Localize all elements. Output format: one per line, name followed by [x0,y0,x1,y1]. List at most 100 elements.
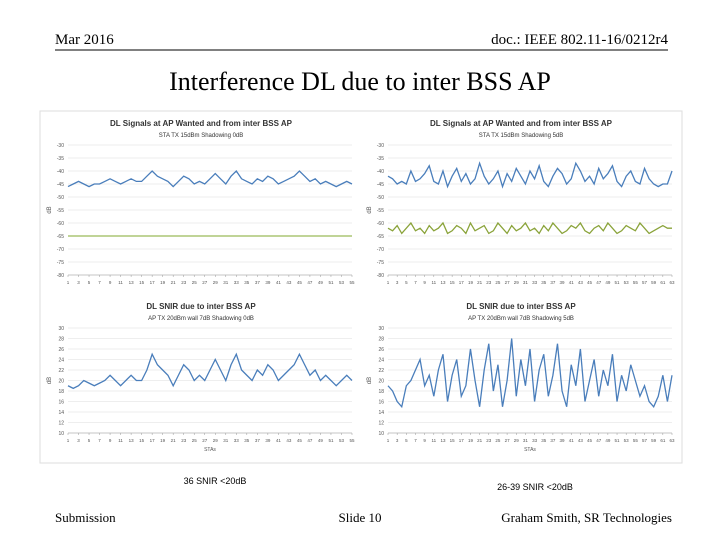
x-tick-label: 23 [181,438,187,443]
x-tick-label: 21 [477,438,483,443]
x-tick-label: 53 [339,280,345,285]
x-tick-label: 49 [318,438,324,443]
y-tick-label: 18 [58,389,64,395]
x-tick-label: 51 [328,438,334,443]
chart-subtitle: STA TX 15dBm Shadowing 5dB [479,133,564,139]
x-tick-label: 5 [405,438,408,443]
x-tick-label: 49 [605,438,611,443]
x-tick-label: 3 [396,280,399,285]
x-tick-label: 19 [160,438,166,443]
y-tick-label: -60 [377,221,384,227]
x-tick-label: 57 [642,280,648,285]
x-tick-label: 51 [615,280,621,285]
note: 36 SNIR <20dB [184,476,247,486]
x-tick-label: 1 [67,280,70,285]
x-tick-label: 5 [88,438,91,443]
x-tick-label: 19 [160,280,166,285]
y-tick-label: -70 [57,247,64,253]
x-tick-label: 23 [486,280,492,285]
y-tick-label: -40 [377,169,384,175]
x-tick-label: 19 [468,280,474,285]
x-tick-label: 39 [265,280,271,285]
y-tick-label: -35 [377,156,384,162]
footer-left: Submission [55,510,116,525]
x-tick-label: 39 [265,438,271,443]
x-tick-label: 27 [202,438,208,443]
y-tick-label: -30 [57,143,64,149]
x-tick-label: 37 [550,438,556,443]
x-tick-label: 27 [202,280,208,285]
x-tick-label: 43 [286,438,292,443]
x-tick-label: 21 [477,280,483,285]
x-tick-label: 53 [624,438,630,443]
y-tick-label: -75 [57,260,64,266]
y-tick-label: 30 [58,326,64,332]
y-axis-label: dB [367,377,373,384]
y-tick-label: 14 [58,410,64,416]
x-tick-label: 41 [276,438,282,443]
x-tick-label: 17 [150,438,156,443]
x-tick-label: 45 [297,280,303,285]
x-tick-label: 29 [514,438,520,443]
chart-title: DL Signals at AP Wanted and from inter B… [430,119,613,128]
x-tick-label: 55 [349,438,355,443]
y-tick-label: 20 [58,379,64,385]
x-tick-label: 53 [339,438,345,443]
x-tick-label: 43 [578,280,584,285]
series-line [67,169,353,188]
x-tick-label: 25 [495,280,501,285]
x-tick-label: 13 [129,280,135,285]
y-tick-label: -40 [57,169,64,175]
y-tick-label: -55 [377,208,384,214]
y-tick-label: 20 [378,379,384,385]
chart-title: DL SNIR due to inter BSS AP [466,302,576,311]
x-tick-label: 1 [67,438,70,443]
y-tick-label: 22 [58,368,64,374]
y-tick-label: 24 [58,358,64,364]
y-tick-label: 16 [58,400,64,406]
x-tick-label: 31 [523,438,529,443]
x-tick-label: 53 [624,280,630,285]
x-tick-label: 25 [192,438,198,443]
x-tick-label: 55 [349,280,355,285]
x-tick-label: 23 [486,438,492,443]
x-tick-label: 61 [660,438,666,443]
chart-title: DL Signals at AP Wanted and from inter B… [110,119,293,128]
y-tick-label: 26 [378,347,384,353]
y-tick-label: 26 [58,347,64,353]
x-tick-label: 41 [276,280,282,285]
x-tick-label: 17 [459,280,465,285]
x-tick-label: 47 [307,280,313,285]
x-tick-label: 9 [423,438,426,443]
x-tick-label: 11 [431,280,436,285]
x-tick-label: 33 [532,438,538,443]
x-tick-label: 27 [505,438,511,443]
y-tick-label: -70 [377,247,384,253]
x-tick-label: 29 [514,280,520,285]
header-doc: doc.: IEEE 802.11-16/0212r4 [491,32,668,48]
x-tick-label: 25 [495,438,501,443]
x-tick-label: 33 [234,438,240,443]
x-tick-label: 47 [596,438,602,443]
y-tick-label: -50 [377,195,384,201]
x-tick-label: 29 [213,280,219,285]
x-tick-label: 47 [596,280,602,285]
x-tick-label: 1 [387,280,390,285]
x-tick-label: 37 [255,280,261,285]
x-tick-label: 63 [669,438,675,443]
x-tick-label: 3 [396,438,399,443]
y-axis-label: dB [47,206,53,213]
y-tick-label: 30 [378,326,384,332]
x-tick-label: 31 [523,280,529,285]
x-tick-label: 39 [560,438,566,443]
y-tick-label: 28 [58,337,64,343]
y-tick-label: 10 [58,431,64,437]
x-tick-label: 3 [77,438,80,443]
x-tick-label: 37 [550,280,556,285]
x-tick-label: 25 [192,280,198,285]
x-tick-label: 13 [129,438,135,443]
x-tick-label: 7 [98,438,101,443]
series-line [387,161,673,189]
x-tick-label: 33 [532,280,538,285]
y-tick-label: -80 [377,273,384,279]
